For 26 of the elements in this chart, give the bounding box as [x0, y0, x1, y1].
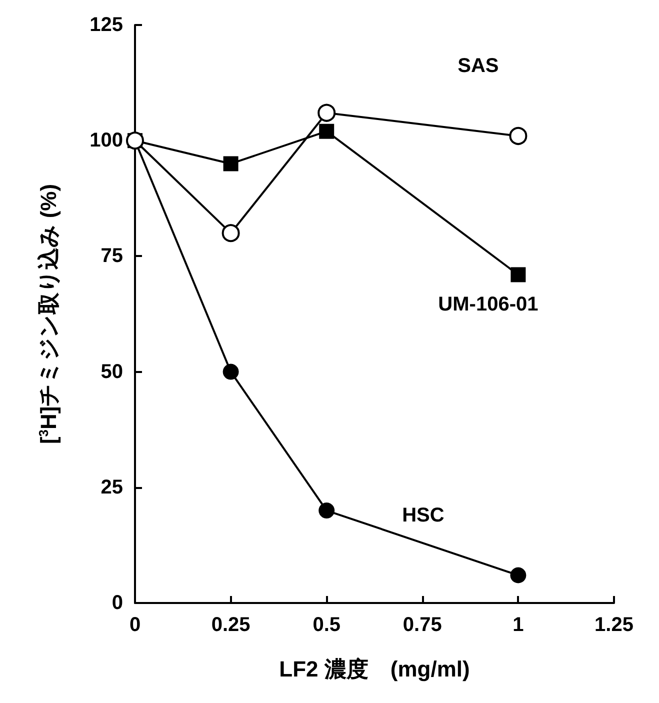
y-tick-label: 100: [90, 130, 123, 152]
point: [509, 126, 528, 145]
y-tick-label: 75: [100, 245, 123, 268]
y-tick-label: 25: [100, 476, 123, 498]
point: [510, 567, 526, 584]
point: [510, 267, 526, 282]
point: [319, 124, 334, 139]
x-axis-title: LF2 濃度 (mg/ml): [279, 656, 470, 682]
text: SAS: [458, 54, 499, 77]
x-tick-label: 1.25: [594, 614, 634, 636]
y-tick-label: 0: [112, 592, 123, 614]
y-tick-label: 50: [100, 360, 123, 383]
point: [222, 224, 240, 242]
y-axis-title: [3H]チミジン取り込み (%): [36, 184, 61, 444]
point: [222, 364, 239, 380]
point: [318, 104, 336, 122]
x-tick-label: 0: [129, 614, 141, 636]
series-label: HSC: [402, 504, 444, 526]
point: [223, 156, 238, 172]
point: [318, 502, 335, 519]
x-tick-label: 0.25: [211, 614, 250, 636]
x-tick-label: 1: [512, 614, 524, 636]
x-tick-label: 0.5: [312, 614, 341, 636]
y-tick-label: 125: [90, 14, 123, 36]
series-label: UM-106-01: [438, 294, 538, 316]
x-tick-label: 0.75: [402, 614, 442, 636]
